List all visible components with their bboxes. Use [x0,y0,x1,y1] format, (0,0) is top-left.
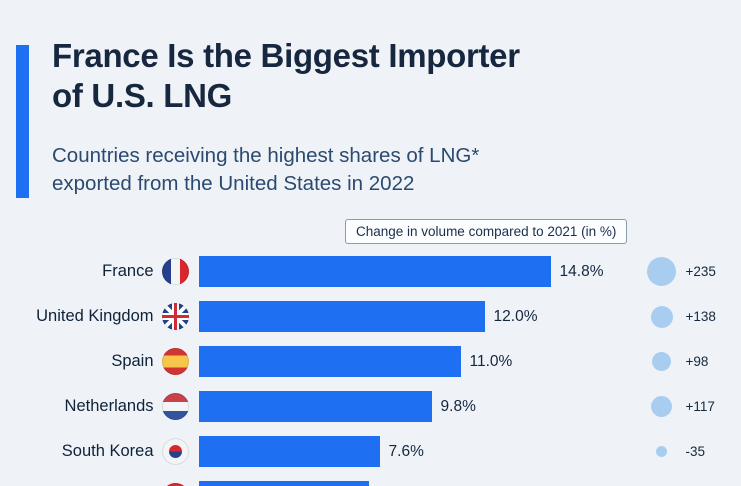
united-kingdom-flag-icon [161,303,189,330]
share-value-label: 7.6% [388,442,424,460]
chart-row: Netherlands 9.8% +117 [0,384,741,429]
chart-row: Spain 11.0% +98 [0,339,741,384]
france-flag-icon [161,258,189,285]
bar [198,256,551,287]
bar-chart: France 14.8% +235 United Kingdom 12.0% +… [0,249,741,486]
change-value-label: +117 [685,399,715,414]
spain-flag-icon [161,348,189,375]
bubble-legend-box: Change in volume compared to 2021 (in %) [345,219,628,244]
change-bubble [650,305,673,328]
change-bubble [656,446,668,457]
chart-title-line1: France Is the Biggest Importer [52,37,520,74]
chart-subtitle-line1: Countries receiving the highest shares o… [52,144,480,167]
chart-subtitle: Countries receiving the highest shares o… [52,142,479,198]
partial-flag-icon [161,483,189,486]
chart-row-partial [0,474,741,486]
share-value-label: 14.8% [559,262,604,280]
chart-row: South Korea 7.6% -35 [0,429,741,474]
bar [198,346,461,377]
chart-title: France Is the Biggest Importer of U.S. L… [52,36,520,117]
change-value-label: +138 [685,309,716,324]
country-label: South Korea [61,442,154,460]
chart-row: France 14.8% +235 [0,249,741,294]
share-value-label: 9.8% [440,397,476,415]
country-label: United Kingdom [36,307,154,325]
netherlands-flag-icon [161,393,189,420]
bar [198,481,369,486]
bar [198,436,380,467]
chart-row: United Kingdom 12.0% +138 [0,294,741,339]
country-label: Spain [111,352,154,370]
change-value-label: -35 [685,444,706,459]
share-value-label: 11.0% [469,352,513,370]
change-value-label: +98 [685,354,709,369]
share-value-label: 12.0% [493,307,538,325]
change-bubble [647,257,677,286]
country-label: France [102,262,154,280]
bar [198,391,432,422]
change-bubble [651,396,673,417]
south-korea-flag-icon [161,438,189,465]
country-label: Netherlands [64,397,154,415]
chart-title-line2: of U.S. LNG [52,77,233,115]
bar [198,301,485,332]
change-bubble [652,352,672,371]
chart-subtitle-line2: exported from the United States in 2022 [52,171,415,195]
title-accent-bar [16,45,29,198]
change-value-label: +235 [685,264,716,279]
